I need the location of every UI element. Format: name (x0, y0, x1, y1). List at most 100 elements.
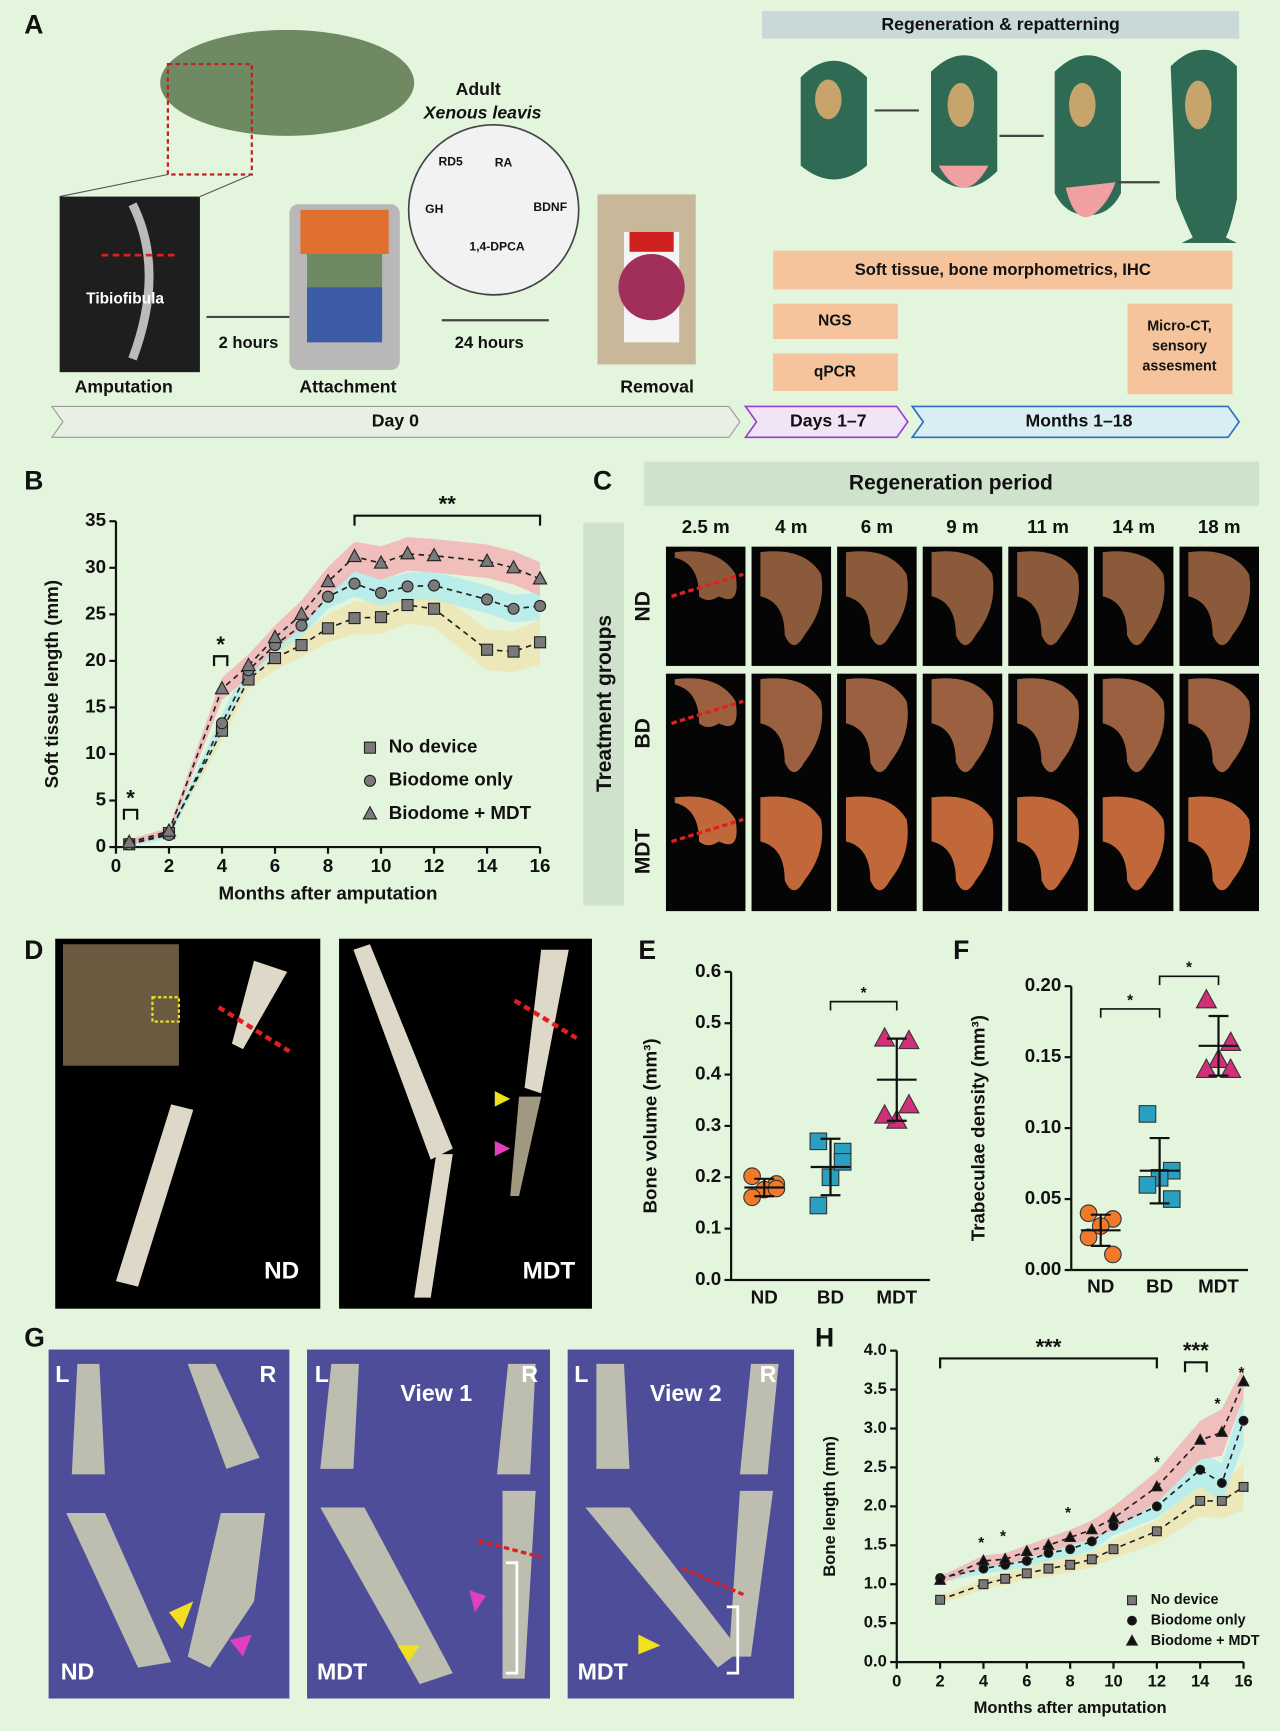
legend-label: No device (1151, 1592, 1219, 1608)
arrows (874, 109, 1160, 184)
y-tick-label: 3.5 (864, 1379, 887, 1398)
x-tick-label: 4 (217, 855, 228, 876)
marker (348, 611, 361, 625)
marker (363, 741, 377, 754)
bone (115, 960, 288, 1287)
sig-label: * (126, 786, 135, 811)
y-tick-label: 0.0 (695, 1268, 721, 1289)
marker (293, 606, 310, 620)
error-caps (1090, 1213, 1111, 1248)
x-tick-label: 10 (371, 855, 392, 876)
marker (215, 717, 229, 730)
marker (1195, 1464, 1206, 1475)
error-band (129, 586, 541, 848)
marker (374, 586, 388, 600)
marker (321, 590, 335, 603)
arrowhead (494, 1091, 511, 1107)
marker (505, 559, 522, 574)
y-tick-label: 0.6 (695, 960, 721, 981)
marker (1238, 1415, 1249, 1426)
error-caps (820, 1137, 841, 1197)
panel-letter: G (24, 1323, 45, 1353)
marker (809, 1196, 828, 1215)
image-label: MDT (578, 1658, 628, 1684)
y-tick-label: 0.10 (1025, 1116, 1062, 1137)
view-label: View 1 (400, 1380, 472, 1406)
limb (1102, 551, 1165, 646)
y-tick-label: 1.0 (864, 1574, 887, 1593)
y-tick-label: 2.5 (864, 1457, 887, 1476)
y-tick-label: 15 (85, 695, 106, 716)
inset-box (151, 996, 181, 1023)
limb (1017, 551, 1079, 646)
marker (873, 1103, 896, 1124)
marker (1043, 1563, 1054, 1574)
marker (346, 548, 363, 563)
bone (128, 202, 154, 361)
marker (374, 611, 388, 624)
timeline-label: Day 0 (372, 411, 419, 431)
marker (977, 1553, 990, 1566)
limb (845, 551, 908, 646)
y-tick-label: 30 (85, 556, 106, 577)
marker (348, 577, 361, 590)
marker (321, 622, 335, 635)
marker (427, 579, 441, 592)
limb (1188, 551, 1251, 646)
limb (1017, 796, 1079, 891)
marker (373, 554, 389, 569)
marker (267, 629, 283, 644)
brackets (505, 1561, 740, 1675)
x-tick-label: 16 (530, 855, 551, 876)
sig-label: *** (1036, 1334, 1062, 1359)
marker (1238, 1481, 1249, 1492)
analysis: assesment (1142, 358, 1216, 374)
marker (121, 834, 137, 848)
frog (160, 29, 415, 136)
zoom-line (199, 173, 253, 198)
cut-line (670, 572, 744, 598)
cut-line (670, 699, 744, 725)
sig-bracket (212, 655, 229, 667)
y-tick-label: 4.0 (864, 1340, 887, 1359)
x-tick-label: 12 (1148, 1671, 1166, 1690)
analysis-box (1127, 303, 1233, 395)
y-axis-label: Soft tissue length (mm) (41, 580, 62, 789)
y-tick-label: 35 (85, 509, 106, 530)
marker (898, 1093, 920, 1114)
limb (1188, 796, 1251, 891)
time-label: 18 m (1198, 516, 1241, 537)
marker (1085, 1522, 1099, 1535)
sig-bracket (829, 1000, 898, 1011)
marker (1195, 1495, 1206, 1506)
error-caps (754, 1177, 775, 1198)
limb (674, 551, 737, 601)
analysis: sensory (1152, 339, 1207, 355)
limb (931, 678, 994, 773)
species: Adult (456, 79, 501, 99)
analysis-box (773, 303, 898, 340)
marker (214, 680, 230, 695)
marker (1151, 1526, 1162, 1537)
marker (1219, 1031, 1242, 1051)
marker (399, 545, 416, 560)
side-bar (583, 522, 624, 906)
step-label: Amputation (75, 376, 173, 396)
marker (295, 638, 308, 652)
x-tick-label: 6 (270, 855, 280, 876)
marker (873, 1026, 896, 1047)
sig-bracket (1099, 1008, 1161, 1018)
series-line (129, 582, 541, 846)
marker (1021, 1568, 1032, 1579)
arrowheads (229, 1590, 486, 1657)
x-tick-label: 0 (892, 1671, 901, 1690)
limb (931, 796, 994, 891)
y-tick-label: 0.5 (695, 1011, 721, 1032)
sig-label: *** (1183, 1338, 1209, 1363)
marker (1150, 1480, 1164, 1492)
y-axis-label: Bone volume (mm³) (640, 1038, 661, 1213)
limb (1102, 796, 1165, 891)
group-label: MDT (631, 829, 654, 875)
side-label: L (55, 1361, 69, 1387)
